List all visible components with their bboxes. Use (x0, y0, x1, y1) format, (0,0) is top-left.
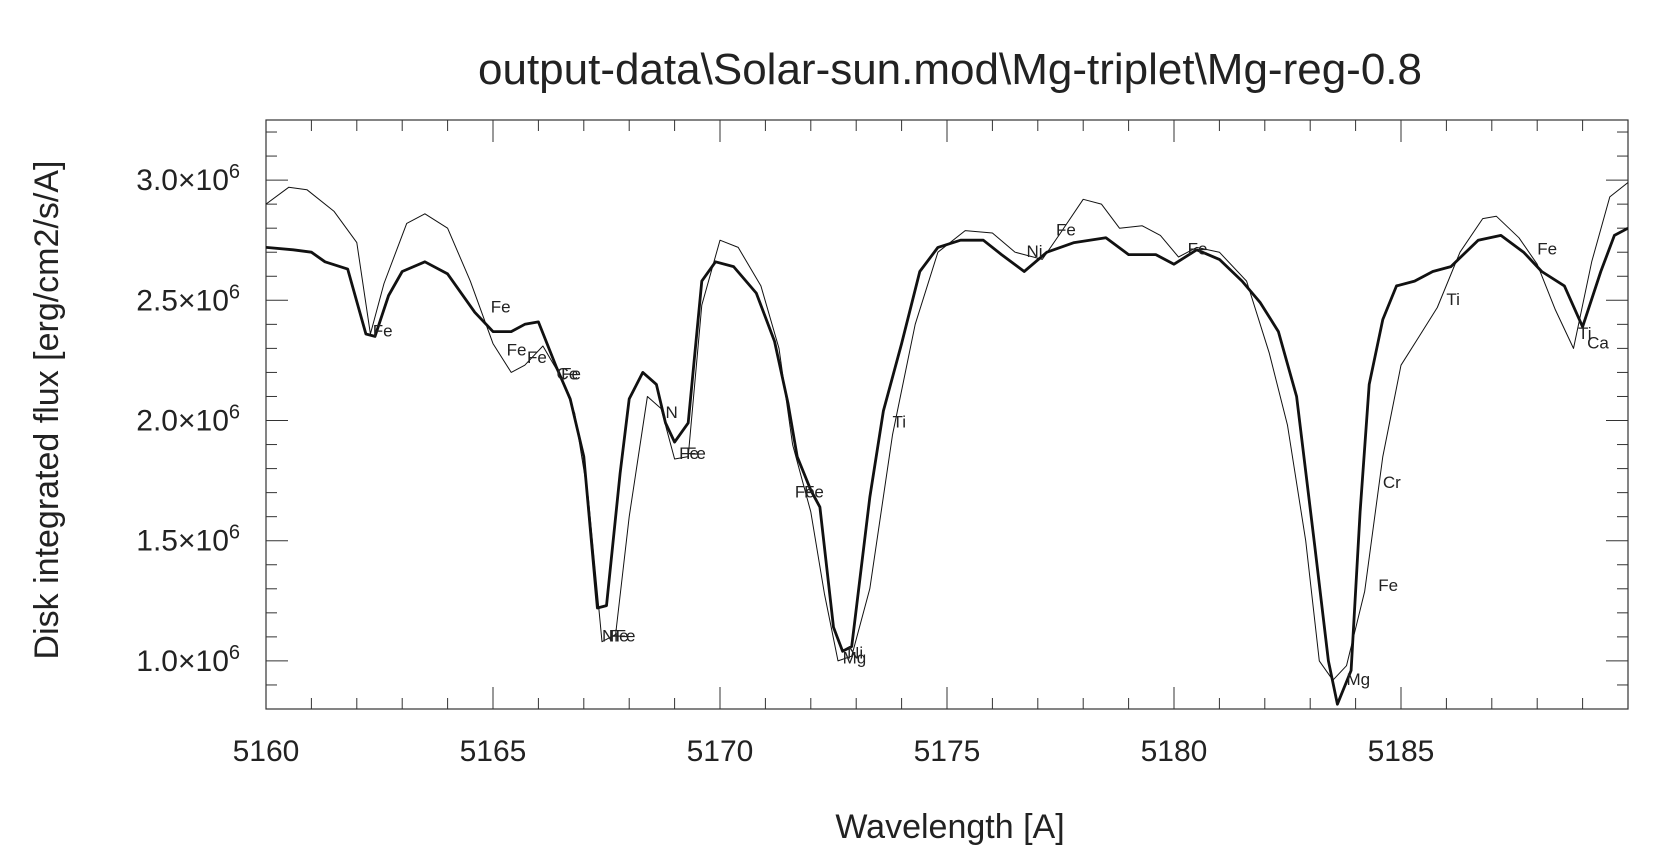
line-annotation: Ni (847, 644, 863, 663)
y-tick-exponent: 6 (229, 402, 240, 424)
line-annotation: Fe (527, 348, 547, 367)
x-axis-label: Wavelength [A] (835, 808, 1064, 846)
x-tick-label: 5170 (687, 735, 754, 768)
y-tick-exponent: 6 (229, 522, 240, 544)
y-tick-exponent: 6 (229, 281, 240, 303)
y-axis-label: Disk integrated flux [erg/cm2/s/A] (28, 161, 66, 660)
line-annotation: Fe (804, 482, 824, 501)
y-tick-exponent: 6 (229, 642, 240, 664)
line-annotation: Fe (491, 297, 511, 316)
line-annotation: Ni (1026, 242, 1042, 261)
y-tick-mantissa: 1.5×10 (136, 525, 229, 558)
line-annotation: Ca (1587, 333, 1609, 352)
y-tick-mantissa: 3.0×10 (136, 164, 229, 197)
line-annotation: Fe (373, 321, 393, 340)
line-annotation: Fe (686, 444, 706, 463)
y-tick-mantissa: 2.5×10 (136, 284, 229, 317)
line-annotation: Fe (679, 444, 699, 463)
plot-frame (265, 119, 1629, 710)
line-annotation: Ti (893, 413, 907, 432)
line-annotation: Mg (1347, 670, 1371, 689)
line-annotation: Fe (507, 341, 527, 360)
line-annotation: N (666, 403, 678, 422)
plot-area: 5160 5165 5170 5175 5180 51851.0×1061.5×1062.… (136, 119, 1629, 768)
line-annotation: Fe (609, 627, 629, 646)
line-annotation: Mg (843, 648, 867, 667)
line-annotation: Fe (1056, 220, 1076, 239)
y-tick-label: 3.0×106 (136, 161, 240, 197)
y-tick-label: 2.0×106 (136, 402, 240, 438)
y-tick-mantissa: 1.0×10 (136, 645, 229, 678)
chart-title: output-data\Solar-sun.mod\Mg-triplet\Mg-… (478, 45, 1422, 94)
series-line-thin (266, 182, 1628, 681)
line-annotation: Ni (602, 627, 618, 646)
line-annotation: Fe (1188, 240, 1208, 259)
x-tick-label: 5180 (1141, 735, 1208, 768)
line-annotation: Fe (561, 365, 581, 384)
line-annotation: Ti (1446, 290, 1460, 309)
y-tick-label: 1.0×106 (136, 642, 240, 678)
y-tick-label: 1.5×106 (136, 522, 240, 558)
x-tick-label: 5175 (914, 735, 981, 768)
x-tick-label: 5185 (1368, 735, 1435, 768)
line-annotation: Fe (795, 482, 815, 501)
x-tick-label: 5165 (460, 735, 527, 768)
y-tick-mantissa: 2.0×10 (136, 405, 229, 438)
line-annotation: Ti (1578, 324, 1592, 343)
line-annotation: Fe (1378, 576, 1398, 595)
line-annotation: Ce (557, 365, 579, 384)
line-annotation: Cr (1383, 473, 1401, 492)
line-annotation: Fe (616, 627, 636, 646)
y-tick-exponent: 6 (229, 161, 240, 183)
y-tick-label: 2.5×106 (136, 281, 240, 317)
x-tick-label: 5160 (233, 735, 300, 768)
line-annotation: Fe (1537, 240, 1557, 259)
series-line-thick (266, 226, 1628, 706)
